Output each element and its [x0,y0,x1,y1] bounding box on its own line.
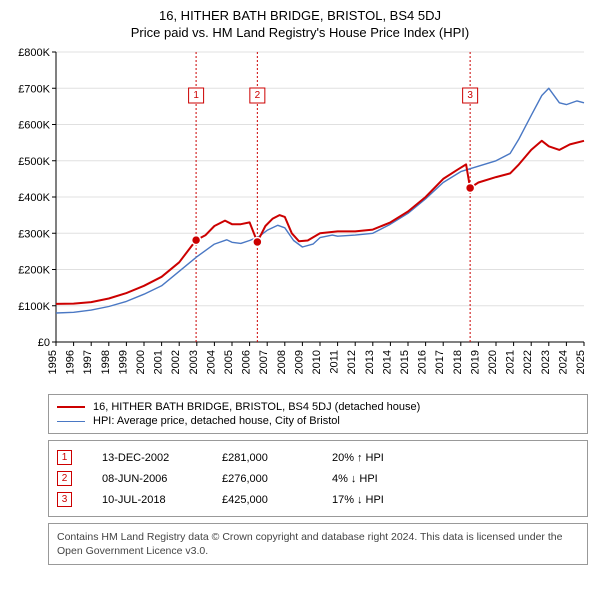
x-tick-label: 2013 [364,350,376,374]
x-tick-label: 2000 [135,350,147,374]
x-tick-label: 2022 [522,350,534,374]
event-date: 08-JUN-2006 [102,473,192,485]
event-diff-pct: 17% [332,494,354,506]
x-tick-label: 2001 [153,350,165,374]
chart-title: 16, HITHER BATH BRIDGE, BRISTOL, BS4 5DJ [10,8,590,23]
line-chart-svg: £0 £100K £200K £300K £400K £500K £600K £700K £80… [10,46,590,386]
event-price: £276,000 [222,473,302,485]
x-tick-label: 2009 [293,350,305,374]
events-box: 113-DEC-2002£281,00020%↑HPI208-JUN-2006£… [48,440,588,517]
attribution-text: Contains HM Land Registry data © Crown c… [48,523,588,565]
event-diff: 4%↓HPI [332,473,378,485]
event-diff-label: HPI [359,473,377,485]
event-diff: 20%↑HPI [332,452,384,464]
x-tick-label: 2025 [575,350,587,374]
x-tick-label: 2011 [329,350,341,374]
event-diff: 17%↓HPI [332,494,384,506]
legend-swatch [57,421,85,422]
legend-item: HPI: Average price, detached house, City… [57,414,579,428]
arrow-up-icon: ↑ [357,452,363,464]
title-block: 16, HITHER BATH BRIDGE, BRISTOL, BS4 5DJ… [10,8,590,40]
y-tick-label: £700K [18,83,50,95]
x-tick-label: 2005 [223,350,235,374]
x-tick-label: 1998 [100,350,112,374]
marker-label: 3 [467,90,473,101]
event-price: £425,000 [222,494,302,506]
series-hpi [56,88,584,313]
y-tick-label: £300K [18,228,50,240]
arrow-down-icon: ↓ [357,494,363,506]
series-property [56,141,584,304]
x-tick-label: 2020 [487,350,499,374]
x-tick-label: 2024 [557,350,569,374]
x-tick-label: 2010 [311,350,323,374]
x-tick-label: 2021 [505,350,517,374]
event-price: £281,000 [222,452,302,464]
marker-label: 2 [255,90,261,101]
event-diff-pct: 4% [332,473,348,485]
x-tick-label: 2003 [188,350,200,374]
marker-label: 1 [193,90,199,101]
x-tick-label: 2016 [417,350,429,374]
legend-item: 16, HITHER BATH BRIDGE, BRISTOL, BS4 5DJ… [57,400,579,414]
legend-swatch [57,406,85,408]
event-marker: 1 [57,450,72,465]
x-tick-label: 2006 [241,350,253,374]
marker-dot [466,183,475,192]
x-tick-label: 2017 [434,350,446,374]
event-date: 10-JUL-2018 [102,494,192,506]
x-tick-label: 1995 [47,350,59,374]
legend-box: 16, HITHER BATH BRIDGE, BRISTOL, BS4 5DJ… [48,394,588,434]
x-tick-label: 2014 [381,350,393,374]
y-tick-label: £100K [18,301,50,313]
chart-subtitle: Price paid vs. HM Land Registry's House … [10,25,590,40]
event-row: 3 10-JUL-2018 £425,000 17%↓HPI [57,489,579,510]
event-diff-pct: 20% [332,452,354,464]
event-marker: 3 [57,492,72,507]
x-tick-label: 1999 [117,350,129,374]
x-tick-label: 2008 [276,350,288,374]
x-tick-label: 2019 [469,350,481,374]
event-row: 2 08-JUN-2006 £276,000 4%↓HPI [57,468,579,489]
y-tick-label: £400K [18,192,50,204]
y-tick-label: £800K [18,47,50,59]
legend-label: HPI: Average price, detached house, City… [93,415,340,427]
x-tick-label: 1996 [65,350,77,374]
x-tick-label: 1997 [82,350,94,374]
x-tick-label: 2004 [205,350,217,374]
y-tick-label: £500K [18,156,50,168]
event-date: 13-DEC-2002 [102,452,192,464]
x-tick-label: 2018 [452,350,464,374]
x-tick-label: 2012 [346,350,358,374]
y-tick-label: £200K [18,265,50,277]
x-tick-label: 2023 [540,350,552,374]
event-diff-label: HPI [366,494,384,506]
x-tick-label: 2002 [170,350,182,374]
x-tick-label: 2007 [258,350,270,374]
x-tick-label: 2015 [399,350,411,374]
marker-dot [192,236,201,245]
legend-label: 16, HITHER BATH BRIDGE, BRISTOL, BS4 5DJ… [93,401,420,413]
y-tick-label: £0 [38,337,50,349]
marker-dot [253,237,262,246]
chart-container: 16, HITHER BATH BRIDGE, BRISTOL, BS4 5DJ… [0,0,600,573]
chart-plot-area: £0 £100K £200K £300K £400K £500K £600K £700K £80… [10,46,590,386]
event-diff-label: HPI [366,452,384,464]
event-row: 1 13-DEC-2002 £281,000 20%↑HPI [57,447,579,468]
y-tick-label: £600K [18,120,50,132]
arrow-down-icon: ↓ [351,473,357,485]
event-marker: 2 [57,471,72,486]
